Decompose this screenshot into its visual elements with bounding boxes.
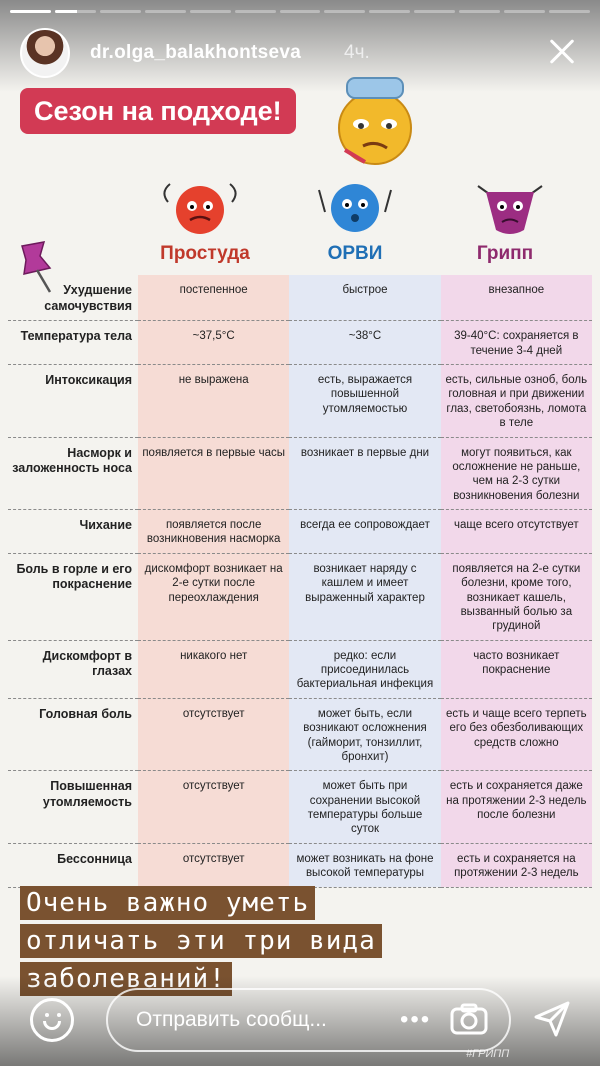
table-row: Повышенная утомляемость отсутствует может … xyxy=(8,770,592,844)
table-cell: есть, выражается повышенной утомляемость… xyxy=(289,364,441,438)
table-cell: быстрое xyxy=(289,275,441,322)
table-cell: появляется на 2-е сутки болезни, кроме т… xyxy=(440,553,592,641)
row-label: Головная боль xyxy=(8,698,138,772)
table-cell: появляется после возникновения насморка xyxy=(138,509,290,554)
table-cell: дискомфорт возникает на 2-е сутки после … xyxy=(138,553,290,641)
progress-segment xyxy=(54,10,96,13)
progress-segment xyxy=(459,10,501,13)
progress-fill xyxy=(54,10,78,13)
progress-segment xyxy=(324,10,366,13)
table-cell: чаще всего отсутствует xyxy=(440,509,592,554)
table-cell: не выражена xyxy=(138,364,290,438)
hashtag-sticker[interactable]: #ГРИПП xyxy=(466,1048,510,1060)
table-cell: отсутствует xyxy=(138,698,290,772)
progress-segment xyxy=(414,10,456,13)
table-row: Дискомфорт в глазах никакого нет редко: ес… xyxy=(8,640,592,699)
table-cell: никакого нет xyxy=(138,640,290,699)
table-row: Головная боль отсутствует может быть, если… xyxy=(8,698,592,772)
story-time: 4ч. xyxy=(344,42,370,63)
table-row: Интоксикация не выражена есть, выражается … xyxy=(8,364,592,438)
caption-line-2: отличать эти три вида xyxy=(20,924,382,958)
avatar[interactable] xyxy=(20,28,70,78)
caption-line-1: Очень важно уметь xyxy=(20,886,316,920)
table-row: Бессонница отсутствует может возникать на … xyxy=(8,843,592,888)
table-cell: есть и сохраняется даже на протяжении 2-… xyxy=(440,770,592,844)
more-options-icon[interactable]: ••• xyxy=(400,1006,432,1033)
progress-segment xyxy=(144,10,186,13)
column-orvi: ОРВИ xyxy=(327,243,383,264)
table-cell: может быть при сохранении высокой темпер… xyxy=(289,770,441,844)
season-badge: Сезон на подходе! xyxy=(20,88,296,134)
table-row: Насморк и заложенность носа появляется в … xyxy=(8,437,592,510)
orvi-mascot-icon xyxy=(318,184,392,232)
smiley-icon[interactable] xyxy=(30,998,74,1042)
row-label: Интоксикация xyxy=(8,364,138,438)
progress-fill xyxy=(10,10,51,13)
row-label: Дискомфорт в глазах xyxy=(8,640,138,699)
table-row: Боль в горле и его покраснение дискомфорт… xyxy=(8,553,592,641)
table-cell: появляется в первые часы xyxy=(138,437,290,510)
table-row: Чихание появляется после возникновения на… xyxy=(8,509,592,554)
row-label: Чихание xyxy=(8,509,138,554)
message-input[interactable]: Отправить сообщ... xyxy=(106,988,511,1052)
camera-icon[interactable] xyxy=(450,1003,488,1035)
row-label: Бессонница xyxy=(8,843,138,888)
row-label: Температура тела xyxy=(8,320,138,365)
column-prostuda: Простуда xyxy=(160,243,250,264)
row-label: Ухудшение самочувствия xyxy=(8,275,138,322)
send-icon[interactable] xyxy=(532,999,572,1039)
table-cell: возникает наряду с кашлем и имеет выраже… xyxy=(289,553,441,641)
progress-segment xyxy=(10,10,51,13)
table-cell: редко: если присоединилась бактериальная… xyxy=(289,640,441,699)
table-cell: возникает в первые дни xyxy=(289,437,441,510)
table-row: Ухудшение самочувствия постепенное быстрое… xyxy=(8,275,592,322)
table-cell: отсутствует xyxy=(138,770,290,844)
progress-segment xyxy=(279,10,321,13)
table-row: Температура тела ~37,5°C ~38°C 39-40°C: сох… xyxy=(8,320,592,365)
table-cell: есть и чаще всего терпеть его без обезбо… xyxy=(440,698,592,772)
progress-segment xyxy=(549,10,590,13)
table-cell: ~37,5°C xyxy=(138,320,290,365)
progress-segment xyxy=(234,10,276,13)
progress-segment xyxy=(99,10,141,13)
table-cell: есть и сохраняется на протяжении 2-3 нед… xyxy=(440,843,592,888)
row-label: Насморк и заложенность носа xyxy=(8,437,138,510)
table-cell: всегда ее сопровождает xyxy=(289,509,441,554)
table-cell: постепенное xyxy=(138,275,290,322)
table-cell: может быть, если возникают осложнения (г… xyxy=(289,698,441,772)
story-username[interactable]: dr.olga_balakhontseva xyxy=(90,42,302,63)
cold-mascot-icon xyxy=(163,183,237,234)
table-cell: 39-40°C: сохраняется в течение 3-4 дней xyxy=(440,320,592,365)
column-gripp: Грипп xyxy=(476,243,534,264)
sick-face-icon xyxy=(338,77,412,165)
table-cell: часто возникает покраснение xyxy=(440,640,592,699)
table-cell: отсутствует xyxy=(138,843,290,888)
table-cell: есть, сильные озноб, боль головная и при… xyxy=(440,364,592,438)
table-cell: могут появиться, как осложнение не раньш… xyxy=(440,437,592,510)
table-cell: ~38°C xyxy=(289,320,441,365)
table-cell: внезапное xyxy=(440,275,592,322)
row-label: Боль в горле и его покраснение xyxy=(8,553,138,641)
progress-segment xyxy=(189,10,231,13)
progress-segment xyxy=(369,10,411,13)
story-header xyxy=(0,0,600,92)
close-button[interactable] xyxy=(542,32,582,72)
story-progress xyxy=(10,10,590,13)
table-cell: может возникать на фоне высокой температ… xyxy=(289,843,441,888)
row-label: Повышенная утомляемость xyxy=(8,770,138,844)
progress-segment xyxy=(504,10,546,13)
comparison-table: Ухудшение самочувствия постепенное быстрое… xyxy=(8,275,592,888)
flu-mascot-icon xyxy=(477,185,543,234)
